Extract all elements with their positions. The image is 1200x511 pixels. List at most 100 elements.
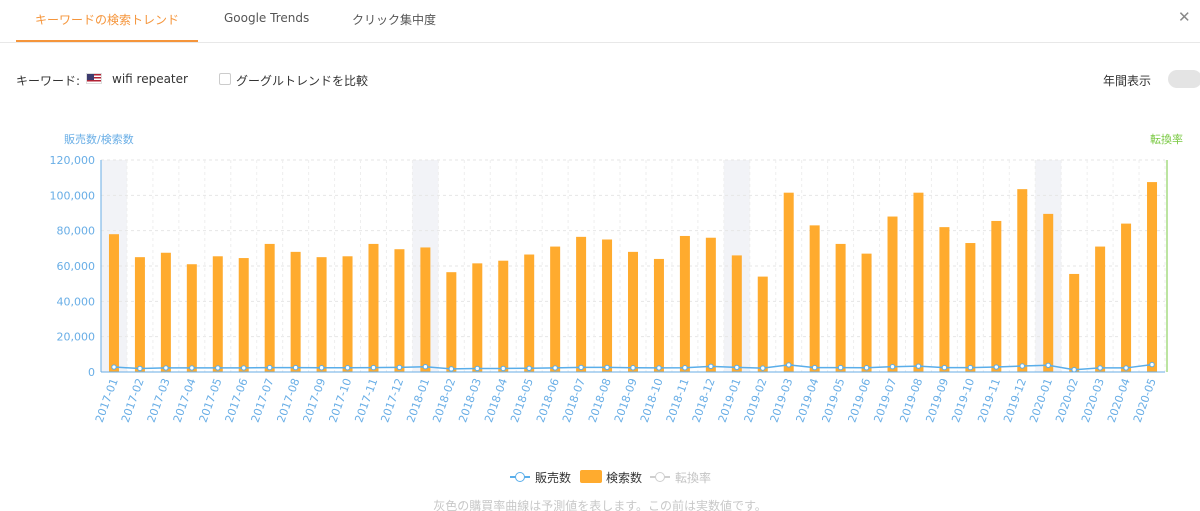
x-tick-label: 2018-05 — [508, 377, 536, 425]
x-tick-label: 2018-03 — [456, 377, 484, 425]
search-volume-bar — [186, 264, 197, 372]
x-tick-label: 2017-06 — [223, 377, 251, 425]
sales-point — [760, 365, 766, 371]
search-volume-bar — [134, 257, 145, 372]
x-tick-label: 2017-08 — [275, 377, 303, 425]
x-tick-label: 2017-10 — [326, 377, 354, 425]
x-tick-label: 2018-07 — [560, 377, 588, 425]
sales-point — [474, 365, 480, 372]
keyword-value: wifi repeater — [112, 72, 188, 86]
active-tab-indicator — [16, 40, 198, 42]
sales-point — [500, 365, 506, 372]
search-volume-bar — [653, 258, 664, 372]
x-tick-label: 2017-07 — [249, 377, 277, 425]
sales-point — [915, 363, 922, 369]
sales-point — [786, 362, 792, 368]
search-volume-bar — [498, 260, 509, 372]
keyword-label: キーワード: — [16, 74, 81, 88]
sales-point — [189, 365, 195, 371]
search-volume-bar — [1017, 189, 1028, 372]
x-tick-label: 2017-04 — [171, 377, 199, 425]
x-tick-label: 2017-11 — [352, 377, 380, 425]
legend-item-search[interactable]: 検索数 — [580, 469, 650, 485]
sales-point — [1149, 361, 1155, 368]
legend-item-sales[interactable]: 販売数 — [510, 469, 580, 485]
search-volume-bar — [576, 236, 587, 372]
search-volume-bar — [342, 256, 353, 372]
sales-point — [215, 365, 221, 371]
us-flag-icon — [86, 73, 102, 84]
search-trend-chart: 販売数/検索数 転換率 0 20,000 40,000 60,000 80,000 100… — [50, 132, 1184, 425]
search-volume-bar — [238, 258, 249, 372]
search-volume-bar — [602, 239, 613, 372]
legend-sales-marker — [515, 472, 525, 482]
x-tick-label: 2018-06 — [534, 377, 562, 425]
sales-point — [630, 365, 636, 371]
search-volume-bar — [861, 253, 872, 372]
sales-point — [1071, 367, 1077, 373]
search-volume-bar — [472, 263, 483, 372]
x-tick-label: 2017-02 — [119, 377, 147, 425]
compare-google-trends-checkbox[interactable] — [219, 73, 231, 85]
search-volume-bar — [1069, 273, 1080, 372]
sales-point — [137, 365, 143, 372]
sales-point — [863, 365, 870, 371]
annual-view-label: 年間表示 — [1103, 74, 1152, 88]
tab-google-trends[interactable]: Google Trends — [224, 11, 310, 25]
x-tick-label: 2019-05 — [819, 377, 847, 425]
sales-point — [1019, 363, 1025, 369]
sales-point — [1045, 362, 1051, 368]
sales-point — [578, 364, 584, 371]
close-icon[interactable]: ✕ — [1178, 8, 1191, 26]
search-volume-bar — [1095, 246, 1106, 372]
x-tick-label: 2020-02 — [1053, 377, 1081, 425]
x-tick-label: 2019-06 — [845, 377, 873, 425]
sales-point — [682, 365, 688, 371]
y-axis-right-label: 転換率 — [1150, 132, 1183, 146]
search-volume-bar — [160, 252, 171, 372]
y-tick-label: 60,000 — [57, 260, 96, 273]
search-volume-bar — [991, 220, 1002, 372]
sales-point — [292, 364, 299, 371]
x-tick-label: 2017-12 — [378, 377, 406, 425]
tab-bar: キーワードの検索トレンド Google Trends クリック集中度 ✕ — [0, 0, 1200, 43]
x-tick-label: 2018-08 — [586, 377, 614, 425]
x-tick-label: 2019-07 — [871, 377, 899, 425]
sales-point — [344, 365, 351, 371]
x-tick-label: 2018-12 — [690, 377, 718, 425]
sales-point — [811, 364, 818, 371]
x-tick-label: 2018-11 — [664, 377, 692, 425]
sales-point — [396, 364, 403, 371]
legend-item-conversion[interactable]: 転換率 — [650, 469, 720, 485]
sales-point — [526, 365, 532, 371]
annual-view-toggle[interactable] — [1168, 70, 1200, 88]
legend-conversion-label: 転換率 — [675, 471, 712, 485]
y-tick-label: 80,000 — [57, 225, 96, 238]
legend-sales-label: 販売数 — [535, 471, 572, 485]
search-volume-bar — [394, 249, 405, 372]
x-tick-label: 2020-01 — [1027, 377, 1055, 425]
search-volume-bar — [628, 251, 638, 372]
x-tick-label: 2019-01 — [716, 377, 744, 425]
x-tick-label: 2018-04 — [482, 377, 510, 425]
tab-click-concentration[interactable]: クリック集中度 — [352, 13, 437, 27]
search-volume-bar — [835, 243, 846, 372]
tab-keyword-search-trend[interactable]: キーワードの検索トレンド — [35, 13, 180, 27]
sales-point — [604, 364, 610, 371]
compare-google-trends-label[interactable]: グーグルトレンドを比較 — [236, 74, 369, 88]
sales-point — [941, 364, 948, 371]
search-volume-bar — [368, 243, 379, 372]
search-volume-bar — [783, 192, 794, 372]
legend-search-label: 検索数 — [606, 471, 643, 485]
x-tick-label: 2019-11 — [975, 377, 1003, 425]
sales-point — [993, 364, 1000, 370]
search-volume-bar — [1121, 223, 1132, 372]
sales-point — [422, 364, 429, 370]
sales-point — [111, 364, 117, 370]
sales-point — [967, 364, 974, 371]
sales-point — [837, 364, 844, 371]
sales-point — [448, 366, 455, 372]
search-volume-bar — [913, 192, 924, 372]
search-volume-bar — [809, 225, 820, 372]
search-volume-bar — [731, 255, 742, 372]
